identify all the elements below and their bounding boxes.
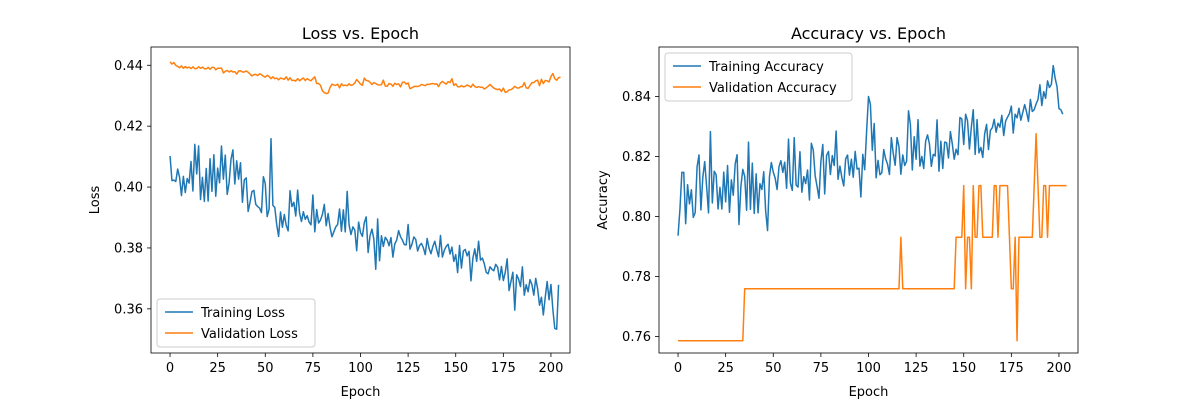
- y-axis-label: Loss: [88, 186, 103, 215]
- y-tick-label: 0.42: [114, 120, 143, 135]
- x-tick-label: 75: [305, 361, 322, 376]
- y-tick-label: 0.78: [622, 270, 651, 285]
- x-tick-label: 175: [999, 361, 1024, 376]
- x-tick-label: 0: [674, 361, 682, 376]
- chart-1: 0 25 50 75 100 125 150 175 200 0.36 0.38 0.40 0.42 0.…: [88, 24, 571, 400]
- chart-title: Accuracy vs. Epoch: [791, 24, 946, 43]
- x-tick-label: 0: [166, 361, 174, 376]
- y-tick-label: 0.76: [622, 330, 651, 345]
- legend-box: [664, 52, 853, 102]
- y-tick-label: 0.40: [114, 181, 143, 196]
- x-tick-label: 125: [904, 361, 929, 376]
- series-line-1: [169, 137, 560, 330]
- y-tick-label: 0.36: [114, 302, 143, 317]
- x-tick-label: 150: [951, 361, 976, 376]
- y-tick-label: 0.84: [622, 90, 651, 105]
- series-line-2: [169, 61, 561, 95]
- x-tick-label: 200: [539, 361, 564, 376]
- y-tick-label: 0.82: [622, 150, 651, 165]
- chart-2: 0 25 50 75 100 125 150 175 200 0.76 0.78 0.80 0.82 0.…: [596, 24, 1079, 400]
- x-tick-label: 150: [443, 361, 468, 376]
- x-tick-label: 200: [1047, 361, 1072, 376]
- x-tick-label: 25: [717, 361, 734, 376]
- series-line-2: [678, 132, 1067, 342]
- x-tick-label: 50: [257, 361, 274, 376]
- legend-label: Training Accuracy: [708, 60, 824, 75]
- x-axis-label: Epoch: [849, 385, 889, 400]
- y-tick-label: 0.38: [114, 241, 143, 256]
- x-tick-label: 75: [813, 361, 830, 376]
- series-line-1: [677, 64, 1064, 236]
- legend-label: Validation Loss: [201, 327, 298, 342]
- x-axis-label: Epoch: [341, 385, 381, 400]
- x-tick-label: 175: [491, 361, 516, 376]
- x-tick-label: 25: [209, 361, 226, 376]
- x-tick-label: 50: [765, 361, 782, 376]
- y-tick-label: 0.44: [114, 59, 143, 74]
- legend-label: Validation Accuracy: [709, 81, 837, 96]
- y-axis-label: Accuracy: [596, 170, 611, 230]
- x-tick-label: 100: [856, 361, 881, 376]
- x-tick-label: 100: [348, 361, 373, 376]
- y-tick-label: 0.80: [622, 210, 651, 225]
- chart-title: Loss vs. Epoch: [302, 24, 419, 43]
- x-tick-label: 125: [396, 361, 421, 376]
- legend-label: Training Loss: [200, 306, 285, 321]
- legend-box: [156, 298, 316, 348]
